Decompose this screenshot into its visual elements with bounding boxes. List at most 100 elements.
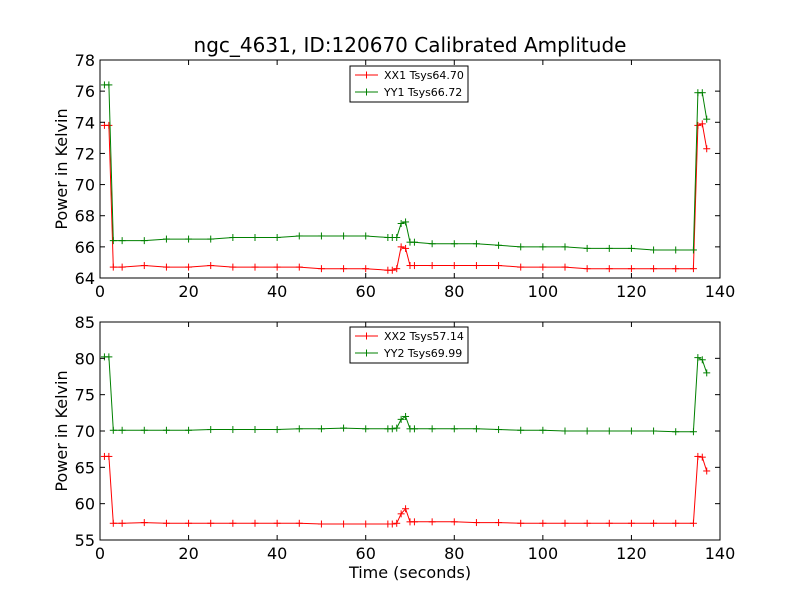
top-data-point: [703, 115, 711, 123]
bottom-data-point: [140, 426, 148, 434]
top-data-point: [539, 263, 547, 271]
top-x-tick-label: 120: [616, 282, 647, 301]
bottom-data-point: [317, 520, 325, 528]
top-plot-frame: [99, 59, 721, 279]
bottom-data-point: [561, 427, 569, 435]
top-x-tick-label: 140: [705, 282, 736, 301]
bottom-data-point: [140, 519, 148, 527]
bottom-data-point: [698, 453, 706, 461]
top-data-point: [109, 237, 117, 245]
top-data-point: [185, 263, 193, 271]
bottom-x-tick-label: 100: [528, 544, 559, 563]
top-data-point: [698, 120, 706, 128]
top-series-group: [100, 81, 711, 274]
top-data-point: [402, 244, 410, 252]
bottom-data-point: [362, 425, 370, 433]
bottom-x-tick-label: 140: [705, 544, 736, 563]
bottom-y-tick-label: 65: [75, 458, 95, 477]
top-data-point: [118, 263, 126, 271]
bottom-y-tick-label: 60: [75, 495, 95, 514]
top-data-point: [689, 265, 697, 273]
bottom-legend-box: [349, 326, 469, 364]
bottom-data-point: [703, 467, 711, 475]
top-y-tick-label: 66: [75, 238, 95, 257]
bottom-data-point: [362, 520, 370, 528]
bottom-data-point: [650, 427, 658, 435]
top-data-point: [340, 265, 348, 273]
top-data-point: [317, 232, 325, 240]
bottom-series-line-yy2: [104, 356, 708, 433]
bottom-x-tick-label: 120: [616, 544, 647, 563]
top-data-point: [162, 235, 170, 243]
top-x-tick-label: 80: [444, 282, 464, 301]
bottom-data-point: [689, 519, 697, 527]
top-data-point: [251, 263, 259, 271]
top-y-tick-label: 68: [75, 207, 95, 226]
top-data-point: [539, 243, 547, 251]
top-data-point: [340, 232, 348, 240]
bottom-data-point: [229, 519, 237, 527]
bottom-data-point: [317, 425, 325, 433]
top-data-point: [672, 246, 680, 254]
top-data-point: [140, 262, 148, 270]
top-data-point: [450, 240, 458, 248]
bottom-data-point: [428, 518, 436, 526]
bottom-data-point: [583, 427, 591, 435]
top-y-tick-label: 72: [75, 144, 95, 163]
top-legend-entry: YY1 Tsys66.72: [355, 86, 462, 99]
top-data-point: [251, 234, 259, 242]
bottom-data-point: [273, 519, 281, 527]
top-data-point: [273, 263, 281, 271]
top-data-point: [694, 121, 702, 129]
top-data-point: [410, 262, 418, 270]
bottom-legend: XX2 Tsys57.14 YY2 Tsys69.99: [349, 326, 469, 364]
top-data-point: [362, 232, 370, 240]
top-data-point: [185, 235, 193, 243]
bottom-data-point: [583, 519, 591, 527]
top-legend-label: YY1 Tsys66.72: [383, 86, 462, 99]
bottom-series-group: [100, 353, 711, 528]
top-y-tick-label: 74: [75, 113, 95, 132]
bottom-data-point: [251, 426, 259, 434]
top-data-point: [118, 237, 126, 245]
bottom-y-tick-label: 75: [75, 386, 95, 405]
bottom-data-point: [185, 519, 193, 527]
bottom-data-point: [495, 426, 503, 434]
bottom-data-point: [109, 426, 117, 434]
top-x-tick-label: 20: [178, 282, 198, 301]
bottom-data-point: [105, 353, 113, 361]
bottom-legend-entry: YY2 Tsys69.99: [355, 347, 462, 360]
top-ticks-group: 0 20 40 60 80 100 120 140 64 66 68 70 72 74 76 78: [75, 51, 736, 301]
bottom-y-tick-label: 80: [75, 349, 95, 368]
bottom-data-point: [340, 424, 348, 432]
top-legend-box: [349, 65, 469, 103]
top-x-tick-label: 0: [95, 282, 105, 301]
top-legend: XX1 Tsys64.70 YY1 Tsys66.72: [349, 65, 469, 103]
bottom-data-point: [517, 519, 525, 527]
top-data-point: [689, 246, 697, 254]
top-data-point: [273, 234, 281, 242]
top-y-tick-label: 76: [75, 82, 95, 101]
bottom-data-point: [185, 426, 193, 434]
top-data-point: [140, 237, 148, 245]
top-data-point: [698, 89, 706, 97]
bottom-data-point: [561, 519, 569, 527]
bottom-y-tick-label: 85: [75, 313, 95, 332]
top-legend-entry: XX1 Tsys64.70: [355, 69, 464, 82]
bottom-data-point: [450, 518, 458, 526]
bottom-data-point: [472, 519, 480, 527]
top-data-point: [428, 240, 436, 248]
top-y-tick-label: 70: [75, 176, 95, 195]
bottom-data-point: [650, 519, 658, 527]
bottom-data-point: [207, 519, 215, 527]
bottom-data-point: [162, 519, 170, 527]
bottom-data-point: [388, 520, 396, 528]
top-data-point: [583, 244, 591, 252]
top-data-point: [561, 243, 569, 251]
top-y-axis-label: Power in Kelvin: [52, 108, 71, 229]
bottom-legend-entry: XX2 Tsys57.14: [355, 330, 464, 343]
bottom-data-point: [428, 425, 436, 433]
bottom-data-point: [672, 519, 680, 527]
bottom-data-point: [698, 356, 706, 364]
bottom-ticks-group: 0 20 40 60 80 100 120 140 55 60 65 70 75 80 85: [75, 313, 736, 563]
